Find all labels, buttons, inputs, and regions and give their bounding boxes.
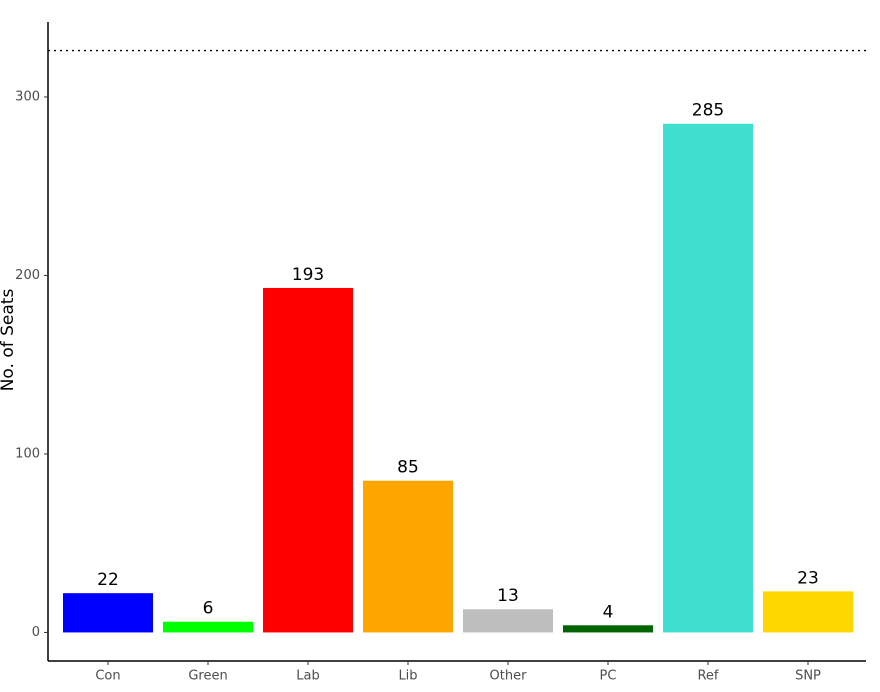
x-tick-label: Ref (697, 669, 718, 684)
x-tick-label: Green (188, 669, 227, 684)
value-label: 85 (397, 458, 419, 478)
bar (763, 591, 853, 633)
x-tick-label: Lib (398, 669, 417, 684)
value-label: 22 (97, 570, 119, 590)
value-label: 4 (603, 602, 614, 622)
bar (163, 621, 253, 633)
y-tick-label: 0 (32, 625, 40, 640)
bar (263, 287, 353, 633)
y-tick-label: 300 (15, 89, 40, 104)
bar (563, 625, 653, 633)
x-tick-label: SNP (795, 669, 821, 684)
bar (63, 593, 153, 633)
value-label: 13 (497, 586, 519, 606)
y-tick-label: 100 (15, 446, 40, 461)
x-tick-label: PC (600, 669, 617, 684)
value-label: 285 (692, 101, 724, 121)
x-tick-label: Lab (296, 669, 319, 684)
bar (663, 123, 753, 633)
bar (363, 480, 453, 633)
y-tick-label: 200 (15, 268, 40, 283)
value-label: 193 (292, 265, 324, 285)
x-tick-label: Con (95, 669, 120, 684)
bar (463, 609, 553, 633)
x-tick-label: Other (490, 669, 528, 684)
value-label: 6 (203, 599, 214, 619)
value-label: 23 (797, 568, 819, 588)
y-axis-label: No. of Seats (0, 289, 18, 392)
